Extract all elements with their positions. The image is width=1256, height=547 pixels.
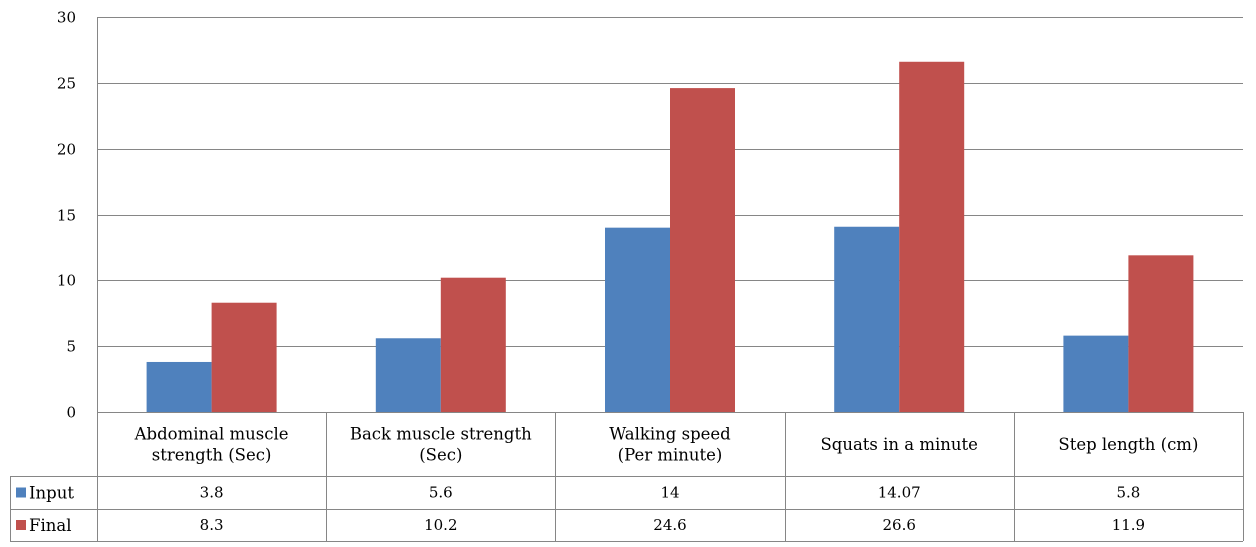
- category-label: Back muscle strength: [350, 425, 532, 444]
- bar-input-1: [375, 338, 441, 412]
- bar-input-4: [1063, 335, 1129, 412]
- y-tick-label: 30: [57, 9, 76, 27]
- category-label: Abdominal muscle: [134, 425, 289, 444]
- table-cell: 14: [660, 484, 679, 502]
- bar-input-0: [146, 361, 212, 412]
- table-cell: 3.8: [200, 484, 224, 502]
- legend-swatch-final: [16, 520, 26, 530]
- table-cell: 8.3: [200, 516, 224, 534]
- legend-label-input: Input: [29, 484, 74, 503]
- table-cell: 24.6: [653, 516, 686, 534]
- category-label: Squats in a minute: [820, 435, 977, 454]
- legend-label-final: Final: [29, 516, 71, 535]
- bar-final-3: [899, 61, 965, 413]
- y-tick-label: 10: [57, 272, 76, 290]
- legend-swatch-input: [16, 487, 26, 498]
- bar-final-2: [670, 88, 735, 412]
- bar-input-3: [834, 226, 900, 412]
- y-tick-label: 5: [66, 338, 76, 356]
- bar-final-0: [211, 302, 277, 412]
- table-cell: 14.07: [878, 484, 921, 502]
- bar-final-4: [1128, 255, 1194, 412]
- table-cell: 10.2: [424, 516, 457, 534]
- table-cell: 5.8: [1116, 484, 1140, 502]
- category-label: strength (Sec): [152, 446, 272, 465]
- y-tick-label: 0: [66, 404, 76, 422]
- bar-input-2: [605, 227, 670, 412]
- bar-final-1: [440, 277, 506, 412]
- category-label: Step length (cm): [1058, 435, 1198, 454]
- table-cell: 26.6: [882, 516, 915, 534]
- category-label: (Sec): [419, 446, 462, 465]
- category-label: Walking speed: [609, 425, 731, 444]
- y-tick-label: 15: [57, 207, 76, 225]
- table-cell: 11.9: [1112, 516, 1145, 534]
- y-tick-label: 25: [57, 75, 76, 93]
- y-tick-label: 20: [57, 141, 76, 159]
- category-label: (Per minute): [618, 446, 723, 465]
- table-cell: 5.6: [429, 484, 453, 502]
